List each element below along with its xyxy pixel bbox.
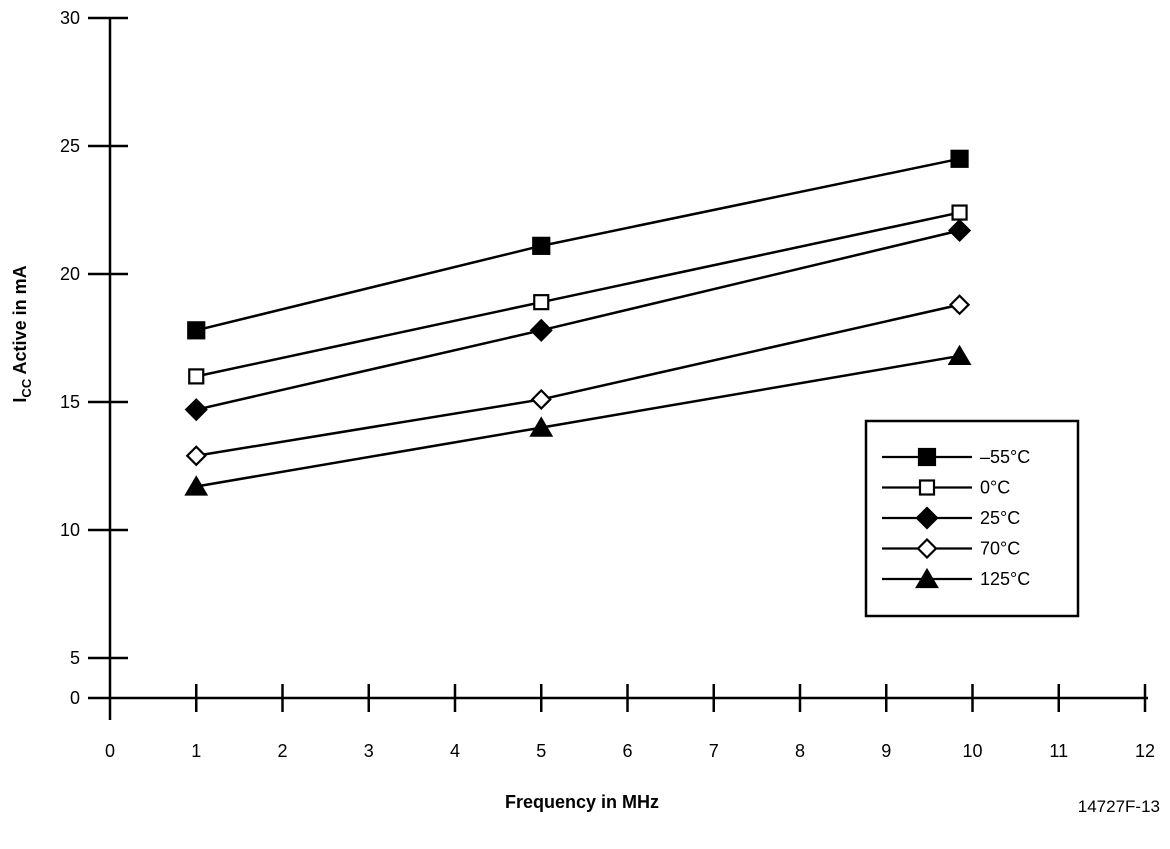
x-tick-label: 10 — [962, 741, 982, 761]
data-point — [184, 398, 208, 422]
x-tick-label: 12 — [1135, 741, 1155, 761]
x-tick-label: 7 — [709, 741, 719, 761]
legend-label: 0°C — [980, 478, 1010, 498]
data-point — [187, 321, 206, 340]
legend-marker — [918, 479, 936, 496]
y-axis-title: ICC Active in mA — [10, 265, 34, 402]
legend-item: 70°C — [882, 537, 1020, 560]
x-ticks: 0 1 2 3 4 5 6 7 8 9 10 11 12 — [105, 684, 1155, 761]
data-point — [947, 344, 972, 366]
data-point — [529, 318, 553, 342]
series-4 — [184, 344, 972, 496]
x-tick-label: 5 — [536, 741, 546, 761]
legend-item: 125°C — [882, 567, 1030, 589]
legend-item: 25°C — [882, 506, 1020, 530]
x-axis-title: Frequency in MHz — [505, 792, 659, 812]
legend-label: –55°C — [980, 447, 1030, 467]
data-point — [185, 445, 207, 467]
series-0 — [187, 149, 969, 340]
x-tick-label: 8 — [795, 741, 805, 761]
series-line — [196, 354, 960, 488]
legend-label: 70°C — [980, 539, 1020, 559]
series-3 — [185, 294, 971, 467]
y-tick-label: 30 — [60, 8, 80, 28]
y-tick-label: 0 — [70, 688, 80, 708]
legend-label: 25°C — [980, 508, 1020, 528]
y-axis-title-main: I — [10, 398, 30, 403]
y-axis-title-rest: Active in mA — [10, 265, 30, 378]
x-tick-label: 3 — [364, 741, 374, 761]
legend-marker — [917, 447, 937, 467]
y-ticks: 0 5 10 15 20 25 30 — [60, 8, 128, 708]
x-tick-label: 9 — [881, 741, 891, 761]
series-2 — [184, 218, 972, 422]
y-axis-title-subscript: CC — [19, 378, 34, 397]
data-point — [533, 294, 550, 311]
series-line — [196, 303, 960, 457]
y-tick-label: 25 — [60, 136, 80, 156]
data-point — [949, 294, 971, 316]
legend-marker — [915, 506, 939, 530]
x-tick-label: 11 — [1049, 741, 1068, 761]
data-point — [188, 368, 205, 385]
data-point — [529, 416, 554, 437]
data-point — [184, 475, 209, 496]
series-line — [195, 157, 960, 332]
data-point — [950, 149, 969, 168]
figure-id: 14727F-13 — [1078, 797, 1160, 816]
legend-marker — [915, 567, 939, 589]
x-tick-label: 4 — [450, 741, 460, 761]
y-tick-label: 5 — [70, 648, 80, 668]
series-group — [184, 149, 972, 496]
x-tick-label: 0 — [105, 741, 115, 761]
data-point — [530, 388, 552, 410]
y-tick-label: 10 — [60, 520, 80, 540]
legend-item: 0°C — [882, 478, 1010, 498]
legend-items: –55°C 0°C 25°C 70°C 125°C — [882, 447, 1030, 589]
y-tick-label: 20 — [60, 264, 80, 284]
y-tick-label: 15 — [60, 392, 80, 412]
legend-marker — [916, 537, 938, 560]
x-tick-label: 1 — [191, 741, 201, 761]
series-1 — [188, 204, 968, 385]
data-point — [532, 236, 551, 255]
x-tick-label: 6 — [622, 741, 632, 761]
legend: –55°C 0°C 25°C 70°C 125°C — [864, 419, 1080, 618]
data-point — [951, 204, 968, 221]
series-line — [195, 229, 960, 411]
data-point — [948, 218, 972, 243]
x-tick-label: 2 — [277, 741, 287, 761]
legend-item: –55°C — [882, 447, 1030, 467]
legend-label: 125°C — [980, 569, 1030, 589]
